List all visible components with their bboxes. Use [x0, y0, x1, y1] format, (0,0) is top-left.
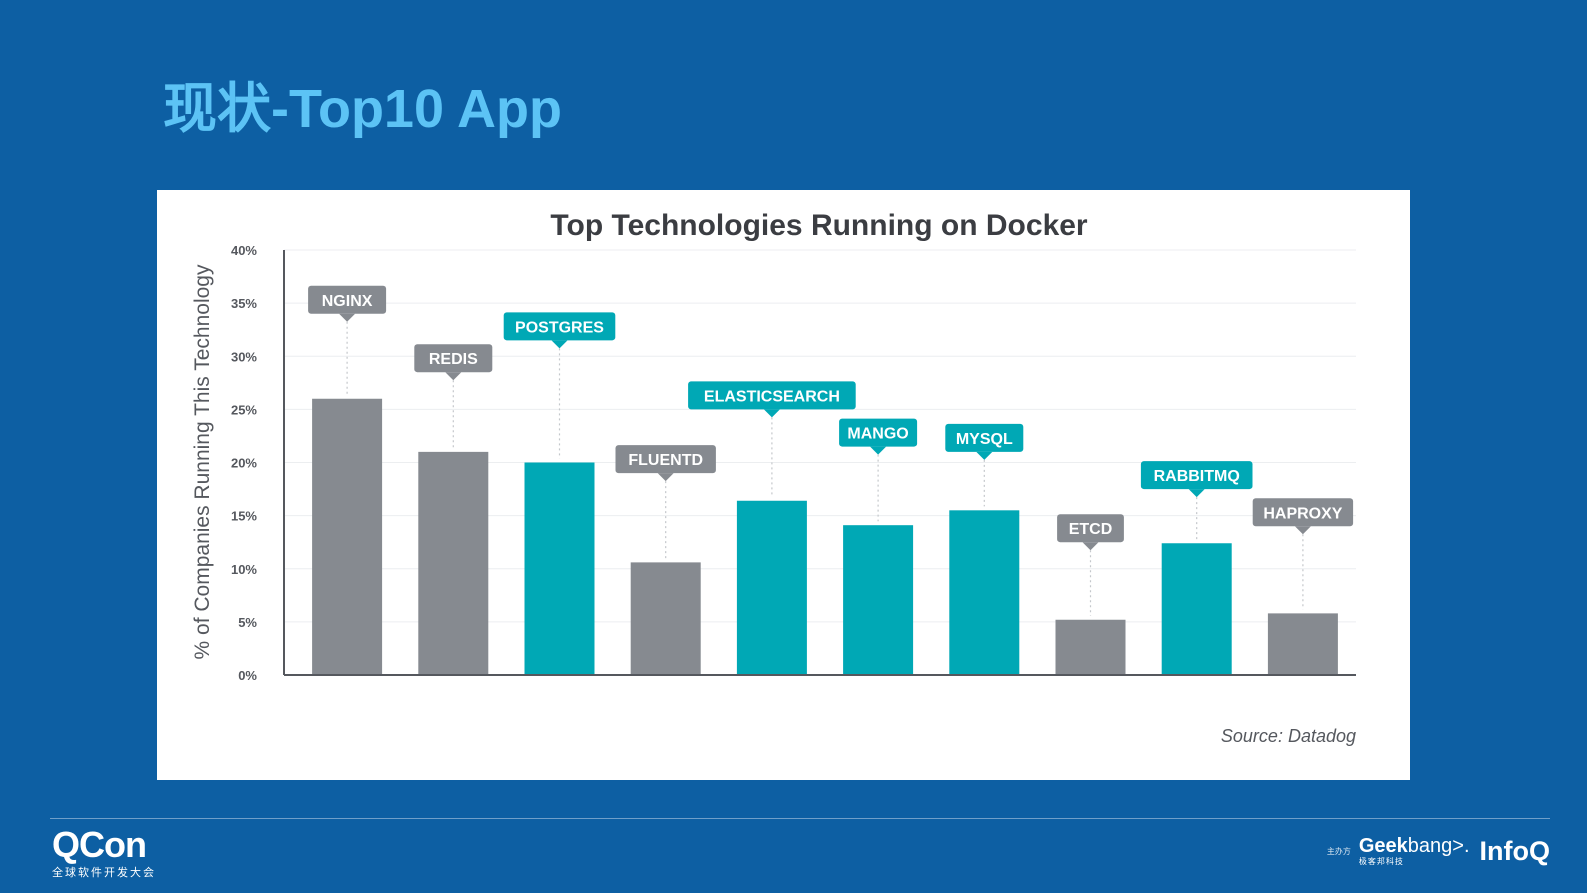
label-box-mysql: [945, 423, 1024, 452]
bar-etcd: [1055, 619, 1126, 675]
bar-label: POSTGRES: [515, 319, 604, 336]
bars: [312, 398, 1338, 675]
geekbang-name: Geekbang>.: [1358, 835, 1470, 857]
source-note: Source: Datadog: [1221, 726, 1356, 746]
label-box-fluentd: [615, 445, 716, 474]
label-pointer: [1188, 489, 1205, 498]
label-box-haproxy: [1252, 498, 1354, 527]
bar-redis: [418, 451, 489, 675]
bar-mango: [843, 525, 914, 675]
label-box-mango: [839, 418, 918, 447]
y-tick-label: 40%: [231, 243, 257, 258]
label-pointer: [976, 451, 993, 460]
label-box-elasticsearch: [688, 381, 856, 410]
y-tick-label: 30%: [231, 349, 257, 364]
bar-nginx: [312, 398, 383, 675]
bar-chart: Top Technologies Running on Docker % of …: [191, 209, 1356, 746]
label-box-rabbitmq: [1140, 461, 1253, 490]
y-tick-label: 10%: [231, 562, 257, 577]
bar-fluentd: [630, 562, 701, 675]
geekbang-logo: Geekbang>. 极客邦科技: [1359, 836, 1470, 867]
y-axis-label: % of Companies Running This Technology: [191, 264, 214, 659]
sponsor-logos: 主办方 Geekbang>. 极客邦科技 InfoQ: [1327, 836, 1550, 867]
bar-label: HAPROXY: [1263, 505, 1342, 522]
label-pointer: [870, 446, 887, 455]
y-tick-label: 0%: [238, 668, 257, 683]
slide-title: 现状-Top10 App: [163, 79, 562, 139]
bar-elasticsearch: [736, 500, 807, 675]
y-tick-label: 20%: [231, 456, 257, 471]
y-tick-label: 5%: [238, 615, 257, 630]
qcon-subtitle: 全球软件开发大会: [52, 866, 156, 879]
host-label: 主办方: [1326, 847, 1351, 856]
y-tick-label: 35%: [231, 296, 257, 311]
chart-title: Top Technologies Running on Docker: [550, 209, 1088, 242]
label-box-redis: [414, 344, 493, 373]
bar-postgres: [524, 462, 595, 675]
y-tick-label: 25%: [231, 402, 257, 417]
label-box-nginx: [308, 285, 387, 314]
bar-rabbitmq: [1161, 543, 1232, 675]
label-box-etcd: [1057, 514, 1124, 543]
bar-label: ELASTICSEARCH: [704, 388, 840, 405]
infoq-logo: InfoQ: [1479, 836, 1550, 866]
label-pointer: [1082, 542, 1099, 551]
bar-label: FLUENTD: [628, 452, 703, 469]
label-pointer: [551, 340, 568, 349]
bar-label: RABBITMQ: [1154, 468, 1240, 485]
label-pointer: [657, 473, 674, 482]
bar-mysql: [949, 510, 1020, 675]
bar-label: REDIS: [429, 351, 478, 368]
geekbang-subtitle: 极客邦科技: [1358, 857, 1404, 866]
bar-labels: NGINX REDIS POSTGRES FLUENTD ELASTICSEARCH MA…: [308, 285, 1354, 616]
label-box-postgres: [503, 312, 616, 341]
qcon-brand: QCon: [52, 824, 147, 865]
qcon-logo: QCon 全球软件开发大会: [52, 826, 156, 880]
bar-label: MANGO: [847, 426, 908, 443]
label-pointer: [1294, 526, 1311, 535]
label-pointer: [763, 409, 780, 418]
y-tick-label: 15%: [231, 509, 257, 524]
bar-haproxy: [1267, 613, 1338, 675]
bar-label: MYSQL: [956, 431, 1013, 448]
label-pointer: [445, 372, 462, 381]
bar-label: NGINX: [322, 293, 373, 310]
chart-card: Top Technologies Running on Docker % of …: [157, 190, 1410, 780]
bar-label: ETCD: [1069, 521, 1113, 538]
y-axis-ticks: 0% 5% 10% 15% 20% 25% 30% 35% 40%: [231, 243, 257, 683]
footer-divider: [50, 818, 1550, 819]
label-pointer: [339, 313, 356, 322]
